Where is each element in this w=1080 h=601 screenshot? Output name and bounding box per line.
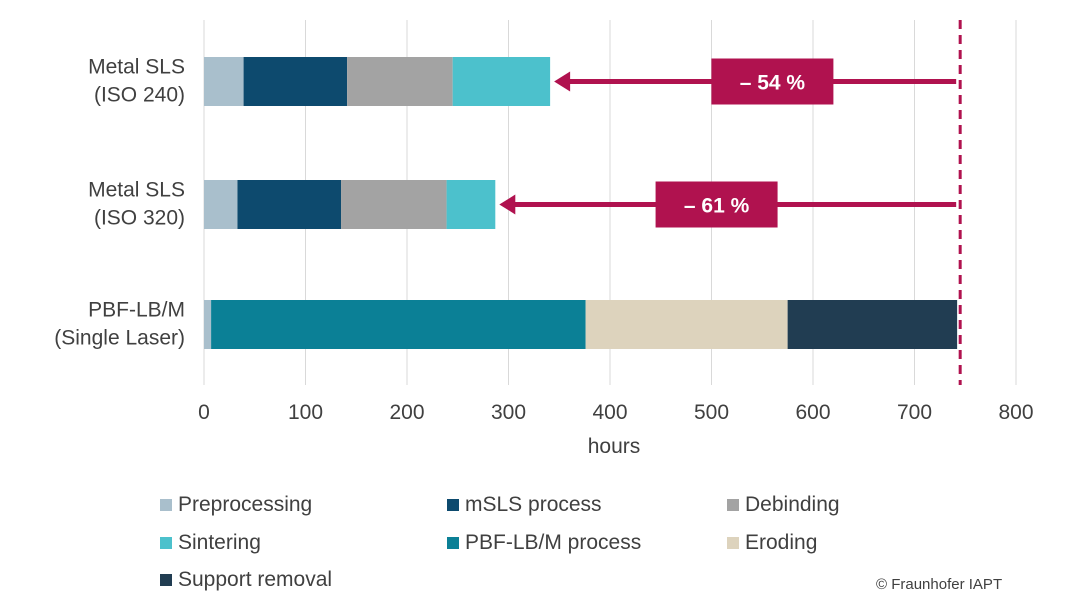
category-label: Metal SLS xyxy=(88,56,185,79)
category-label: (ISO 320) xyxy=(94,207,185,230)
annotations: – 54 % – 61 % xyxy=(499,58,957,228)
bar-segment xyxy=(243,57,348,106)
bar-segment xyxy=(446,180,496,229)
category-label: Metal SLS xyxy=(88,179,185,202)
x-tick-label: 700 xyxy=(897,401,932,424)
category-labels: Metal SLS (ISO 240) Metal SLS (ISO 320) PBF-… xyxy=(54,56,185,350)
category-label: PBF-LB/M xyxy=(88,299,185,322)
bar-segment xyxy=(204,300,212,349)
bar-segment xyxy=(204,57,244,106)
bars xyxy=(204,57,958,349)
bar-segment xyxy=(237,180,342,229)
bar-segment xyxy=(211,300,586,349)
category-label: (ISO 240) xyxy=(94,84,185,107)
legend-item: Support removal xyxy=(160,568,332,592)
bar-segment xyxy=(585,300,788,349)
reduction-label: – 61 % xyxy=(684,195,750,218)
legend-item: Debinding xyxy=(727,493,840,517)
reduction-label-box xyxy=(711,58,834,105)
reduction-arrow-head xyxy=(499,194,516,215)
reduction-label-box xyxy=(655,181,778,228)
legend-item: PBF-LB/M process xyxy=(447,531,641,555)
bar-segment xyxy=(204,180,238,229)
x-tick-label: 800 xyxy=(998,401,1033,424)
x-tick-label: 200 xyxy=(389,401,424,424)
reduction-label: – 54 % xyxy=(740,72,806,95)
x-tick-label: 300 xyxy=(491,401,526,424)
legend-label: Support removal xyxy=(178,568,333,591)
x-tick-label: 100 xyxy=(288,401,323,424)
legend-swatch xyxy=(727,499,739,511)
reduction-annotation: – 54 % xyxy=(554,58,957,105)
x-axis-label: hours xyxy=(588,435,641,458)
legend-item: Preprocessing xyxy=(160,493,312,517)
copyright-text: © Fraunhofer IAPT xyxy=(876,576,1003,593)
bar-segment xyxy=(452,57,551,106)
legend-swatch xyxy=(447,537,459,549)
x-tick-label: 500 xyxy=(694,401,729,424)
legend-swatch xyxy=(160,499,172,511)
legend-item: Sintering xyxy=(160,531,261,555)
x-tick-label: 400 xyxy=(592,401,627,424)
legend-label: Preprocessing xyxy=(178,493,313,516)
legend-label: Debinding xyxy=(745,493,840,516)
legend-swatch xyxy=(160,537,172,549)
legend-swatch xyxy=(160,574,172,586)
legend-swatch xyxy=(447,499,459,511)
reduction-arrow-head xyxy=(554,71,571,92)
x-axis-ticks: 0 100 200 300 400 500 600 700 800 xyxy=(198,401,1033,424)
bar-segment xyxy=(341,180,447,229)
legend-label: PBF-LB/M process xyxy=(465,531,642,554)
category-label: (Single Laser) xyxy=(54,327,185,350)
legend-swatch xyxy=(727,537,739,549)
bar-segment xyxy=(347,57,453,106)
legend-item: mSLS process xyxy=(447,493,602,517)
x-tick-label: 0 xyxy=(198,401,210,424)
bar-segment xyxy=(787,300,958,349)
legend-item: Eroding xyxy=(727,531,817,555)
legend-label: mSLS process xyxy=(465,493,602,516)
legend-label: Sintering xyxy=(178,531,261,554)
reduction-annotation: – 61 % xyxy=(499,181,957,228)
legend-label: Eroding xyxy=(745,531,818,554)
x-tick-label: 600 xyxy=(795,401,830,424)
